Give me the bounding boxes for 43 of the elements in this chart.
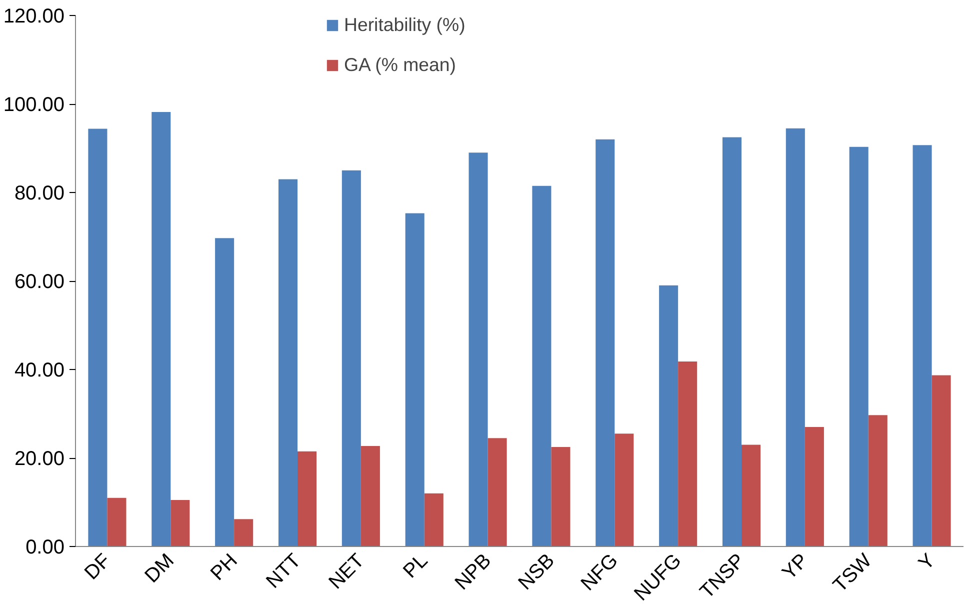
bar (342, 170, 361, 546)
y-tick-label: 40.00 (14, 360, 65, 382)
x-tick-label: PH (206, 550, 242, 585)
bar (659, 285, 678, 546)
legend-label: GA (% mean) (344, 54, 456, 76)
bar (551, 446, 570, 546)
bar (107, 498, 126, 546)
bar (424, 493, 444, 546)
x-tick-label: DF (80, 550, 115, 584)
bar (234, 519, 254, 546)
bar (804, 427, 824, 546)
bar (614, 434, 634, 546)
x-tick-label: DM (140, 550, 178, 588)
bar (722, 137, 742, 546)
y-tick-label: 100.00 (3, 94, 64, 116)
bar (298, 451, 317, 546)
bar (215, 238, 234, 546)
x-tick-label: Y (914, 550, 940, 575)
y-tick-label: 20.00 (14, 448, 65, 470)
bar (405, 213, 424, 546)
bar (532, 186, 552, 546)
bar (88, 128, 108, 546)
bar (932, 375, 951, 546)
bar (742, 444, 761, 546)
x-tick-label: YP (778, 550, 813, 584)
bar (360, 446, 380, 546)
bar (152, 112, 171, 546)
bar (596, 139, 615, 546)
bar (488, 438, 507, 546)
bar (278, 179, 298, 546)
bar (678, 362, 698, 546)
bar (849, 146, 868, 546)
bar (786, 128, 805, 546)
y-tick-label: 120.00 (3, 6, 64, 28)
x-tick-label: PL (399, 550, 432, 583)
y-tick-label: 80.00 (14, 182, 65, 204)
bar (170, 500, 190, 546)
y-tick-label: 60.00 (14, 271, 65, 293)
bar (468, 152, 488, 546)
bar (868, 415, 888, 546)
y-tick-label: 0.00 (26, 536, 65, 558)
bar (912, 145, 932, 546)
legend-label: Heritability (%) (344, 14, 466, 36)
